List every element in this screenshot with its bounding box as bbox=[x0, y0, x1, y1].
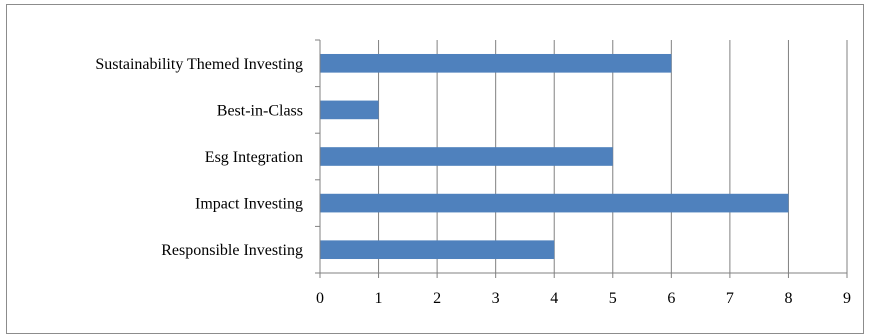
x-tick-label: 1 bbox=[375, 290, 383, 307]
category-label: Impact Investing bbox=[195, 196, 303, 213]
x-tick-label: 3 bbox=[492, 290, 500, 307]
x-tick-label: 2 bbox=[433, 290, 441, 307]
bar-chart: 0 1 2 3 4 5 6 7 8 9 Responsible Investing Impact In… bbox=[95, 39, 851, 307]
bars bbox=[320, 53, 789, 260]
x-tick-label: 8 bbox=[784, 290, 792, 307]
labels: 0 1 2 3 4 5 6 7 8 9 Responsible Investing Impact In… bbox=[95, 56, 851, 307]
bar-best-in-class bbox=[320, 100, 379, 120]
x-tick-label: 7 bbox=[726, 290, 734, 307]
x-tick-label: 6 bbox=[667, 290, 675, 307]
category-label: Best-in-Class bbox=[217, 102, 303, 119]
bar-sustainability-themed-investing bbox=[320, 53, 672, 73]
x-tick-label: 4 bbox=[550, 290, 558, 307]
x-tick-label: 5 bbox=[609, 290, 617, 307]
category-label: Responsible Investing bbox=[161, 242, 303, 259]
category-label: Esg Integration bbox=[205, 149, 303, 166]
x-tick-label: 9 bbox=[843, 290, 851, 307]
bar-esg-integration bbox=[320, 147, 613, 166]
gridlines bbox=[378, 40, 848, 273]
bar-responsible-investing bbox=[320, 240, 555, 260]
category-label: Sustainability Themed Investing bbox=[95, 56, 303, 73]
x-tick-label: 0 bbox=[316, 290, 324, 307]
bar-impact-investing bbox=[320, 193, 789, 213]
axes bbox=[315, 39, 848, 278]
